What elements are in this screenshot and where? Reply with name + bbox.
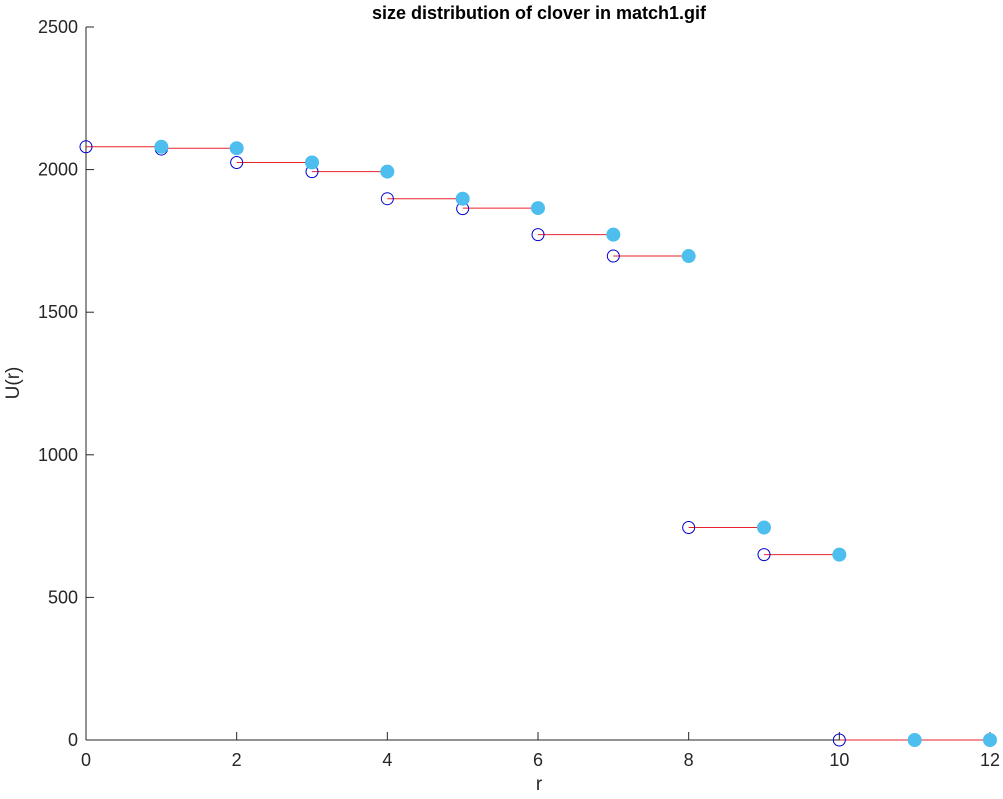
y-tick-label: 0 (68, 730, 78, 750)
open-circle-marker (757, 548, 771, 562)
filled-circle-marker (832, 547, 847, 562)
open-circle-marker (832, 733, 846, 747)
data-markers (79, 139, 997, 747)
filled-circle-marker (455, 191, 470, 206)
x-tick-label: 12 (980, 750, 1000, 770)
y-tick-label: 500 (48, 587, 78, 607)
x-tick-label: 8 (684, 750, 694, 770)
filled-circle-marker (907, 733, 922, 747)
y-tick-label: 2000 (38, 160, 78, 180)
open-circle-marker (230, 155, 244, 169)
filled-circle-marker (531, 201, 545, 216)
filled-circle-marker (757, 520, 771, 535)
filled-circle-marker (983, 733, 997, 747)
y-tick-label: 1500 (38, 302, 78, 322)
x-tick-label: 6 (533, 750, 543, 770)
x-tick-label: 10 (829, 750, 849, 770)
filled-circle-marker (305, 155, 319, 170)
open-circle-marker (79, 140, 93, 154)
x-tick-label: 2 (232, 750, 242, 770)
filled-circle-marker (229, 141, 244, 156)
x-axis-label: r (536, 774, 543, 795)
axes: 0 2 4 6 8 10 12 0 500 1000 1500 2000 2500 (38, 17, 1000, 770)
filled-circle-marker (606, 227, 621, 242)
open-circle-marker (380, 192, 394, 206)
y-tick-label: 2500 (38, 17, 78, 37)
open-circle-marker (531, 228, 545, 242)
y-axis-label: U(r) (3, 367, 24, 400)
filled-circle-marker (380, 164, 395, 179)
open-circle-marker (682, 521, 696, 535)
x-tick-label: 4 (382, 750, 392, 770)
open-circle-marker (606, 249, 620, 263)
y-tick-label: 1000 (38, 445, 78, 465)
step-segments (86, 146, 990, 741)
filled-circle-marker (154, 139, 169, 154)
x-tick-label: 0 (81, 750, 91, 770)
filled-circle-marker (681, 249, 696, 264)
chart-title: size distribution of clover in match1.gi… (372, 3, 707, 23)
